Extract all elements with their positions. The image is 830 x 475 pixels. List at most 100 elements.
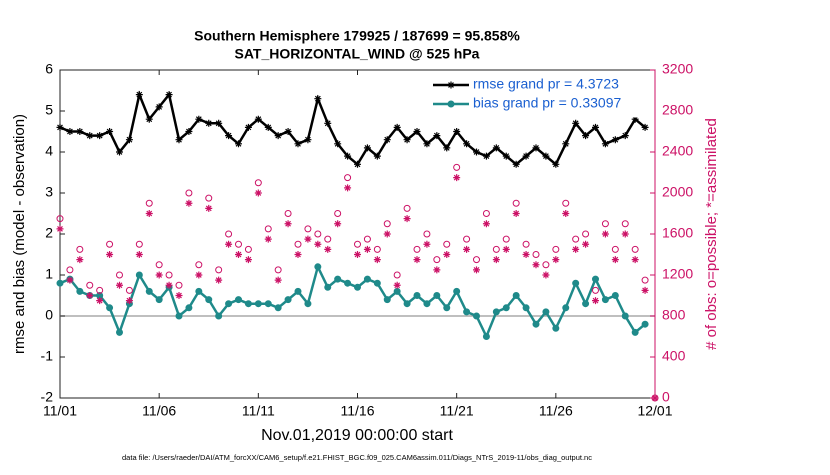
marker: [482, 333, 490, 340]
marker: [185, 128, 193, 135]
marker: [572, 119, 580, 127]
marker: [482, 152, 490, 160]
marker: [76, 128, 84, 135]
marker: [86, 132, 94, 140]
marker: [195, 115, 203, 123]
marker: [304, 225, 312, 233]
chart-subtitle: SAT_HORIZONTAL_WIND @ 525 hPa: [235, 46, 480, 62]
marker: [601, 296, 609, 304]
marker: [244, 300, 252, 308]
marker: [512, 160, 520, 168]
marker: [125, 136, 133, 144]
marker: [383, 230, 391, 238]
marker: [413, 256, 421, 264]
marker: [135, 91, 143, 99]
marker: [284, 210, 292, 217]
marker: [344, 279, 352, 287]
marker: [66, 128, 74, 135]
marker: [492, 245, 500, 253]
y-tick-label: 4: [45, 143, 53, 159]
y2-tick-label: 0: [662, 389, 670, 405]
marker: [423, 300, 431, 308]
marker: [135, 271, 143, 279]
marker: [274, 276, 282, 284]
marker: [314, 230, 322, 238]
marker: [502, 245, 510, 253]
marker: [641, 320, 649, 328]
y2-tick-label: 2000: [662, 184, 693, 200]
marker: [106, 251, 114, 258]
marker: [552, 256, 560, 264]
chart-title: Southern Hemisphere 179925 / 187699 = 95…: [194, 28, 520, 44]
marker: [116, 271, 123, 279]
marker: [641, 286, 649, 294]
marker: [284, 220, 292, 228]
marker: [601, 140, 609, 148]
y2-tick-label: 2800: [662, 102, 693, 118]
marker: [324, 245, 332, 253]
marker: [284, 128, 292, 135]
y-tick-label: 2: [45, 225, 53, 241]
y-tick-label: -1: [41, 348, 54, 364]
marker: [106, 128, 114, 135]
marker: [582, 300, 590, 308]
marker: [492, 144, 500, 152]
marker: [334, 275, 342, 283]
marker: [324, 283, 332, 291]
marker: [552, 324, 560, 332]
marker: [552, 245, 560, 253]
marker: [205, 194, 213, 202]
marker: [56, 279, 64, 287]
marker: [225, 240, 233, 248]
marker: [185, 189, 193, 197]
marker: [354, 160, 361, 168]
marker: [542, 261, 550, 269]
marker: [274, 304, 282, 312]
marker: [96, 132, 104, 140]
marker: [145, 287, 153, 295]
marker: [542, 308, 550, 316]
marker: [235, 240, 242, 248]
marker: [453, 163, 461, 171]
marker: [294, 140, 302, 148]
marker: [502, 152, 510, 160]
marker: [76, 245, 84, 253]
marker: [512, 210, 520, 217]
marker: [225, 230, 233, 238]
marker: [135, 240, 143, 248]
marker: [512, 199, 520, 207]
marker: [354, 240, 361, 248]
marker: [532, 261, 540, 269]
marker: [592, 297, 599, 305]
marker: [492, 308, 500, 316]
marker: [175, 136, 183, 144]
marker: [304, 235, 312, 243]
marker: [582, 230, 590, 238]
marker: [235, 140, 242, 148]
legend-marker: [447, 81, 455, 89]
marker: [145, 115, 153, 123]
marker: [86, 292, 94, 299]
marker: [165, 91, 173, 99]
marker: [244, 245, 252, 253]
marker: [393, 287, 401, 295]
marker: [354, 283, 361, 291]
marker: [611, 292, 619, 299]
marker: [225, 300, 233, 308]
marker: [235, 296, 242, 304]
marker: [125, 286, 133, 294]
x-tick-label: 11/16: [341, 403, 375, 419]
marker: [512, 292, 520, 299]
marker: [254, 115, 262, 123]
legend-box: [428, 70, 655, 118]
marker: [363, 245, 371, 253]
marker: [621, 132, 629, 140]
marker: [502, 235, 510, 243]
marker: [463, 245, 471, 253]
marker: [344, 184, 352, 192]
marker: [334, 220, 342, 228]
y2-tick-label: 2400: [662, 143, 693, 159]
marker: [175, 292, 183, 299]
y-tick-label: -2: [41, 389, 54, 405]
